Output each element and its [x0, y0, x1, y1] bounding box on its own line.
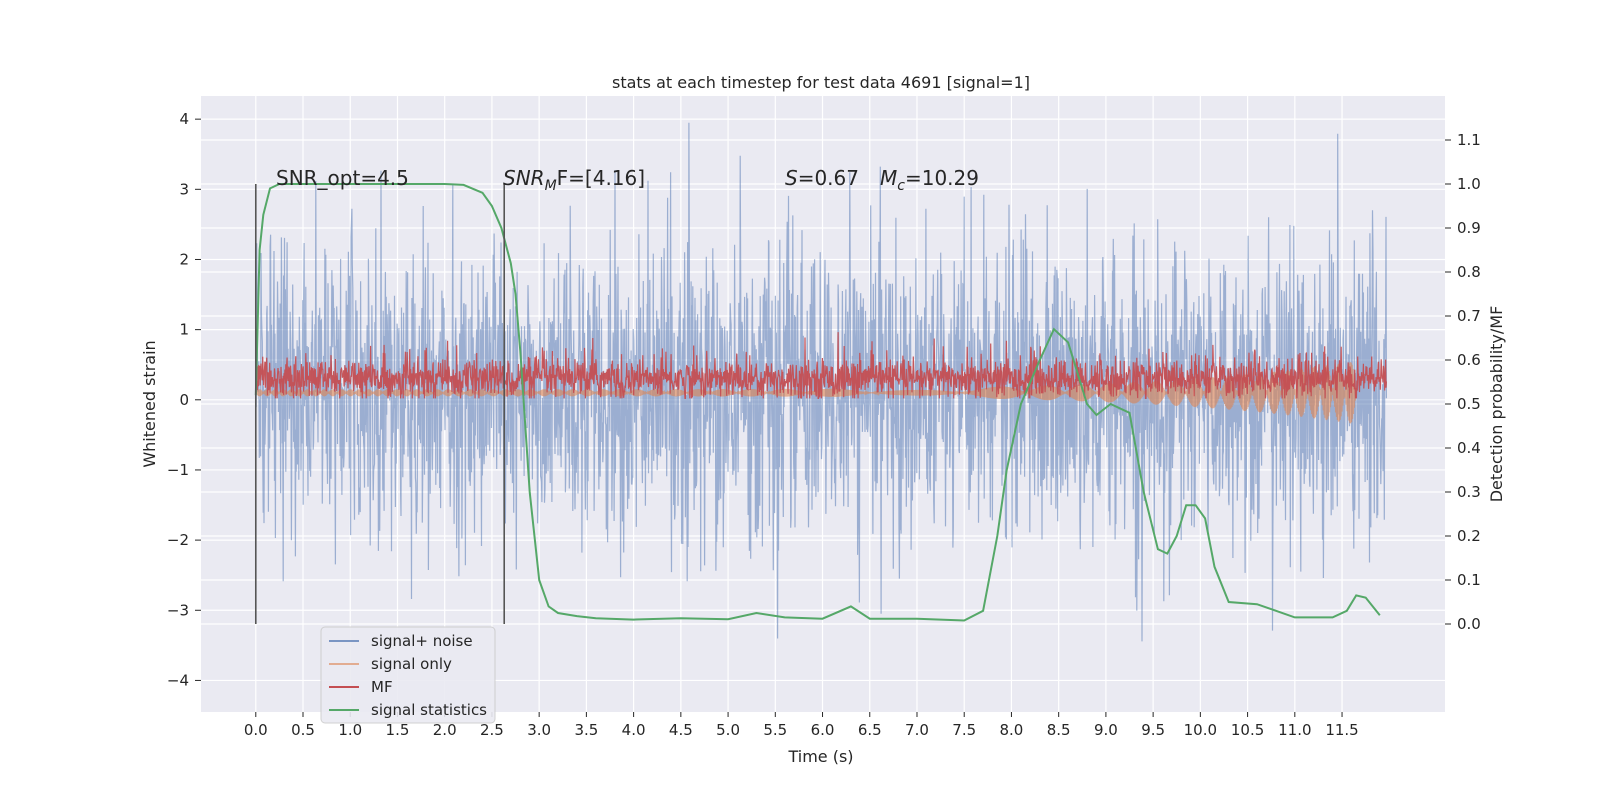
y-right-axis-label: Detection probability/MF [1487, 306, 1506, 503]
y-right-tick-label: 0.2 [1457, 527, 1481, 545]
annotation-s-num: =0.67 [798, 166, 859, 190]
x-tick-label: 0.5 [291, 721, 315, 739]
y-left-tick-label: 0 [179, 391, 189, 409]
x-tick-label: 5.5 [763, 721, 787, 739]
x-axis-ticks: 0.0 0.5 1.0 1.5 2.0 2.5 3.0 3.5 4.0 4.5 5.0 5.5 6.0 6… [244, 712, 1359, 739]
y-right-tick-label: 0.1 [1457, 571, 1481, 589]
y-left-axis-label: Whitened strain [140, 340, 159, 467]
x-tick-label: 9.0 [1094, 721, 1118, 739]
x-tick-label: 6.5 [858, 721, 882, 739]
x-tick-label: 8.0 [1000, 721, 1024, 739]
series-signal-statistics [254, 183, 1381, 622]
annotation-s-value: S=0.67 [785, 166, 859, 190]
y-left-tick-label: 1 [179, 321, 189, 339]
y-left-tick-label: 2 [179, 250, 189, 268]
y-left-tick-label: −2 [167, 531, 189, 549]
x-tick-label: 4.5 [669, 721, 693, 739]
x-tick-label: 11.0 [1278, 721, 1311, 739]
y-right-tick-label: 0.7 [1457, 307, 1481, 325]
y-right-tick-label: 0.8 [1457, 263, 1481, 281]
y-right-tick-label: 0.0 [1457, 615, 1481, 633]
legend-label: signal only [371, 655, 452, 673]
chart-title: stats at each timestep for test data 469… [612, 73, 1030, 92]
x-tick-label: 9.5 [1141, 721, 1165, 739]
annotation-snr-mf-sub: M [545, 178, 557, 194]
y-right-tick-label: 0.5 [1457, 395, 1481, 413]
annotation-mc-value: Mc=10.29 [880, 166, 979, 194]
y-right-tick-label: 1.0 [1457, 175, 1481, 193]
y-left-axis-ticks: 4 3 2 1 0 −1 −2 −3 −4 [167, 110, 201, 689]
x-tick-label: 6.0 [811, 721, 835, 739]
annotation-s-var: S [785, 166, 798, 190]
x-tick-label: 1.0 [338, 721, 362, 739]
y-right-tick-label: 0.3 [1457, 483, 1481, 501]
x-tick-label: 2.5 [480, 721, 504, 739]
legend-label: signal+ noise [371, 632, 473, 650]
annotation-mc-var: M [880, 166, 897, 190]
annotation-mc-num: =10.29 [905, 166, 979, 190]
series-mf [255, 332, 1387, 399]
x-tick-label: 4.0 [622, 721, 646, 739]
y-right-tick-label: 0.6 [1457, 351, 1481, 369]
annotation-snr-opt: SNR_opt=4.5 [276, 166, 409, 190]
x-tick-label: 2.0 [433, 721, 457, 739]
x-tick-label: 3.0 [527, 721, 551, 739]
y-left-tick-label: −1 [167, 461, 189, 479]
legend-label: MF [371, 678, 393, 696]
y-right-tick-label: 0.4 [1457, 439, 1481, 457]
y-right-tick-label: 1.1 [1457, 131, 1481, 149]
x-tick-label: 11.5 [1325, 721, 1358, 739]
y-left-tick-label: 3 [179, 180, 189, 198]
x-tick-label: 3.5 [574, 721, 598, 739]
x-tick-label: 5.0 [716, 721, 740, 739]
legend-box [320, 626, 496, 724]
annotation-mc-sub: c [897, 178, 905, 194]
x-tick-label: 8.5 [1047, 721, 1071, 739]
x-tick-label: 10.0 [1184, 721, 1217, 739]
x-axis-label: Time (s) [787, 747, 853, 766]
annotation-snr-mf-rest: F=[4.16] [557, 166, 645, 190]
y-left-tick-label: −4 [167, 671, 189, 689]
legend: signal+ noise signal only MF signal statist… [320, 626, 496, 724]
y-left-tick-label: 4 [179, 110, 189, 128]
x-tick-label: 7.5 [952, 721, 976, 739]
legend-label: signal statistics [371, 701, 487, 719]
annotation-snr-mf-main: SNR [503, 166, 545, 190]
series-signal-only [255, 362, 1357, 424]
y-right-tick-label: 0.9 [1457, 219, 1481, 237]
y-left-tick-label: −3 [167, 601, 189, 619]
x-tick-label: 10.5 [1231, 721, 1264, 739]
x-tick-label: 0.0 [244, 721, 268, 739]
x-tick-label: 7.0 [905, 721, 929, 739]
x-tick-label: 1.5 [386, 721, 410, 739]
y-right-axis-ticks: 1.1 1.0 0.9 0.8 0.7 0.6 0.5 0.4 0.3 0.2 0.1 0.0 [1445, 131, 1481, 633]
annotation-snr-mf: SNRMF=[4.16] [503, 166, 645, 194]
